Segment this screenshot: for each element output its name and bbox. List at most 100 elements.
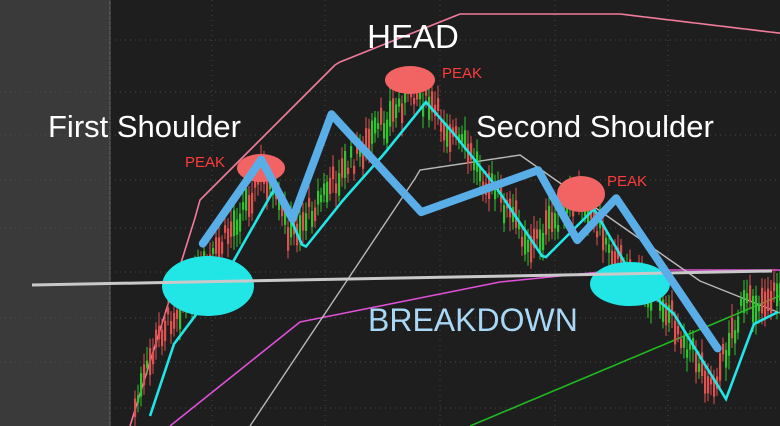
candle xyxy=(218,237,221,260)
candle xyxy=(386,119,389,144)
candle xyxy=(332,166,335,180)
peak-label-left: PEAK xyxy=(185,154,225,171)
candle xyxy=(413,98,416,105)
moving-average-mid xyxy=(249,154,780,426)
candle xyxy=(743,290,746,313)
candle xyxy=(170,321,173,335)
candle xyxy=(551,212,554,232)
candle xyxy=(725,349,728,368)
candle xyxy=(302,212,305,231)
candle xyxy=(524,231,527,255)
peak-label-head: PEAK xyxy=(442,65,482,82)
candle xyxy=(329,177,332,194)
candle xyxy=(428,96,431,120)
candle xyxy=(467,143,470,164)
candle xyxy=(536,229,539,239)
candle xyxy=(230,221,233,237)
candle xyxy=(449,124,452,152)
candle xyxy=(422,103,425,117)
candle xyxy=(464,130,467,150)
candle xyxy=(446,124,449,147)
candle xyxy=(731,317,734,339)
candle xyxy=(491,173,494,182)
peak-marker-right xyxy=(557,176,605,212)
candle xyxy=(650,295,653,311)
candle xyxy=(494,181,497,200)
candle xyxy=(431,91,434,113)
neckline xyxy=(31,269,773,287)
candle xyxy=(659,297,662,311)
candle xyxy=(368,128,371,154)
candle xyxy=(395,104,398,118)
upper-band-line xyxy=(129,13,780,426)
lower-band-line xyxy=(169,269,780,426)
candle xyxy=(698,363,701,372)
candle xyxy=(305,213,308,231)
candle xyxy=(677,326,680,335)
moving-average-slow xyxy=(469,295,780,426)
candle xyxy=(239,213,242,232)
candle xyxy=(482,181,485,188)
candle xyxy=(740,298,743,306)
candle xyxy=(503,205,506,224)
candle xyxy=(719,353,722,381)
candle xyxy=(611,250,614,267)
breakdown-label: BREAKDOWN xyxy=(368,302,578,338)
candle xyxy=(539,229,542,253)
candle xyxy=(140,373,143,397)
candle xyxy=(392,98,395,122)
candle xyxy=(695,352,698,373)
candle xyxy=(548,205,551,229)
candle xyxy=(266,181,269,200)
candle xyxy=(242,202,245,210)
candle xyxy=(344,151,347,178)
candle xyxy=(377,123,380,130)
candle xyxy=(671,300,674,316)
candle xyxy=(710,378,713,385)
candle xyxy=(425,86,428,96)
candle xyxy=(746,293,749,304)
candle xyxy=(410,91,413,98)
candle xyxy=(176,310,179,319)
candle xyxy=(248,195,251,217)
candle xyxy=(311,211,314,227)
candle xyxy=(164,320,167,342)
candle xyxy=(608,244,611,253)
peak-marker-head xyxy=(385,66,435,94)
candle xyxy=(614,251,617,276)
candle xyxy=(776,283,779,307)
candle xyxy=(143,364,146,386)
candle xyxy=(533,228,536,248)
candle xyxy=(161,329,164,347)
candle xyxy=(383,123,386,139)
candle xyxy=(680,338,683,348)
candle xyxy=(320,194,323,203)
candle xyxy=(155,329,158,348)
candle xyxy=(770,291,773,314)
candle xyxy=(728,332,731,356)
candle xyxy=(281,202,284,217)
candle xyxy=(704,370,707,394)
candle xyxy=(137,395,140,403)
candle xyxy=(167,307,170,315)
candle xyxy=(734,330,737,344)
candle xyxy=(179,302,182,330)
candle xyxy=(245,188,248,211)
support-marker-right xyxy=(590,262,670,306)
moving-average-fast xyxy=(148,99,779,417)
candle xyxy=(353,165,356,174)
head-and-shoulders-pattern xyxy=(198,110,722,353)
candle xyxy=(557,225,560,232)
candle xyxy=(686,349,689,358)
candle xyxy=(416,90,419,100)
candle xyxy=(287,227,290,251)
candle xyxy=(767,288,770,311)
candle xyxy=(605,237,608,245)
candle xyxy=(545,210,548,235)
candle xyxy=(521,236,524,247)
candle xyxy=(764,291,767,318)
head-label: HEAD xyxy=(367,18,459,55)
